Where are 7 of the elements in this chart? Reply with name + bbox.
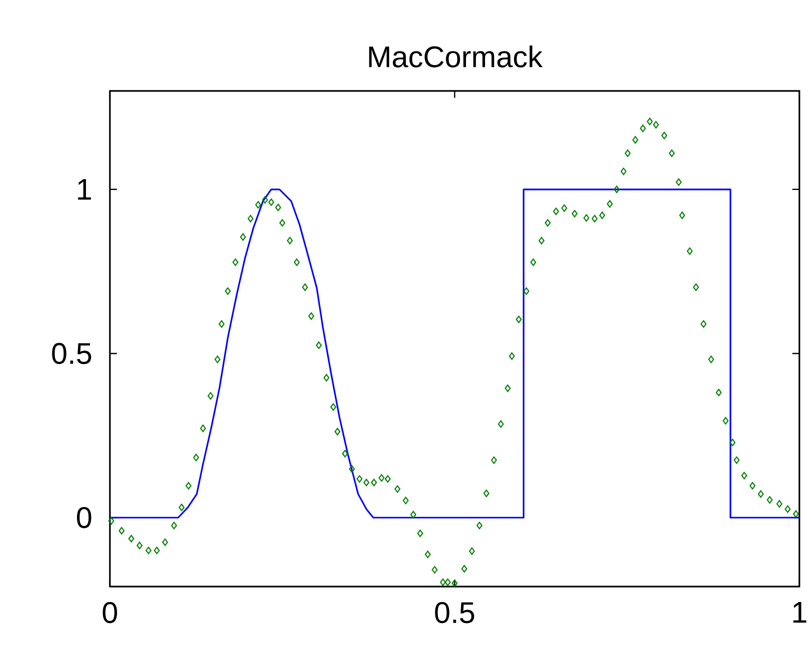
y-tick-label: 0.5 <box>52 342 92 364</box>
chart-title: MacCormack <box>369 45 543 68</box>
y-tick-label: 1 <box>78 178 91 200</box>
x-tick-label: 0 <box>102 602 118 623</box>
x-tick-label: 1 <box>793 602 806 622</box>
y-tick-label: 0 <box>76 506 92 528</box>
x-tick-label: 0.5 <box>435 602 474 623</box>
